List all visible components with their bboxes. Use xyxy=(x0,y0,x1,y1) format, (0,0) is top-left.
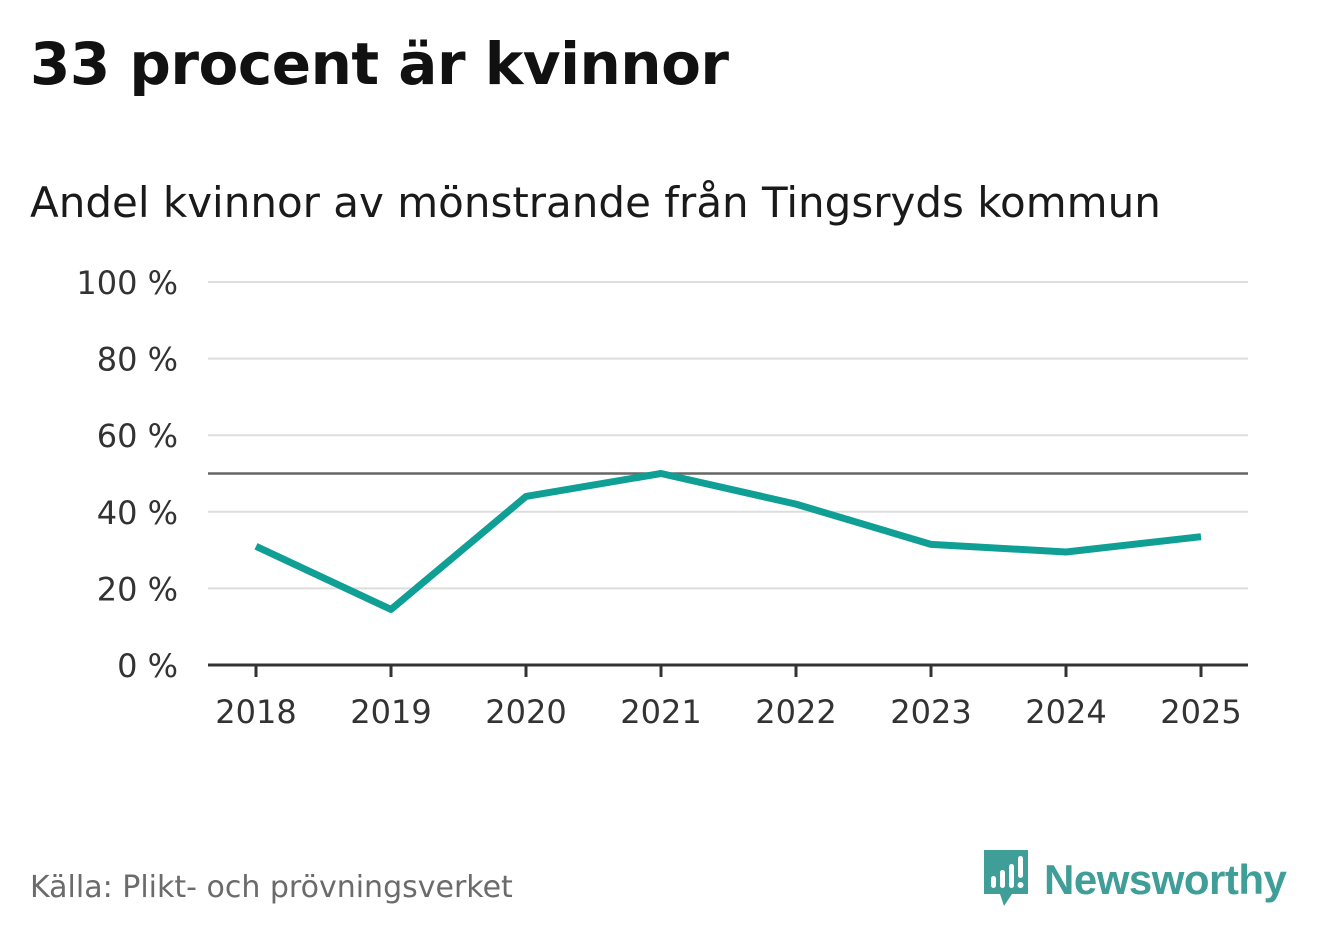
y-tick-label-0: 0 % xyxy=(117,647,178,685)
brand-name: Newsworthy xyxy=(1044,856,1287,903)
y-tick-label-40: 40 % xyxy=(97,494,178,532)
x-tick-label-2021: 2021 xyxy=(620,693,701,731)
y-tick-label-80: 80 % xyxy=(97,341,178,379)
chart-title: 33 procent är kvinnor xyxy=(30,30,729,98)
x-tick-label-2025: 2025 xyxy=(1160,693,1241,731)
x-tick-label-2022: 2022 xyxy=(755,693,836,731)
brand-logo: Newsworthy xyxy=(982,848,1287,912)
x-tick-label-2020: 2020 xyxy=(485,693,566,731)
series-line-0 xyxy=(254,470,1202,613)
y-tick-label-100: 100 % xyxy=(76,264,178,302)
x-tick-label-2023: 2023 xyxy=(890,693,971,731)
bar-chart-speech-bubble-icon xyxy=(982,848,1030,912)
y-tick-label-20: 20 % xyxy=(97,570,178,608)
y-tick-label-60: 60 % xyxy=(97,417,178,455)
x-tick-label-2024: 2024 xyxy=(1025,693,1106,731)
chart-subtitle: Andel kvinnor av mönstrande från Tingsry… xyxy=(30,178,1161,227)
x-tick-label-2018: 2018 xyxy=(215,693,296,731)
line-chart: 0 % 20 % 40 % 60 % 80 % 100 % 2018 2019 2020 2021… xyxy=(76,264,1248,731)
source-note: Källa: Plikt- och prövningsverket xyxy=(30,870,513,905)
x-tick-label-2019: 2019 xyxy=(350,693,431,731)
